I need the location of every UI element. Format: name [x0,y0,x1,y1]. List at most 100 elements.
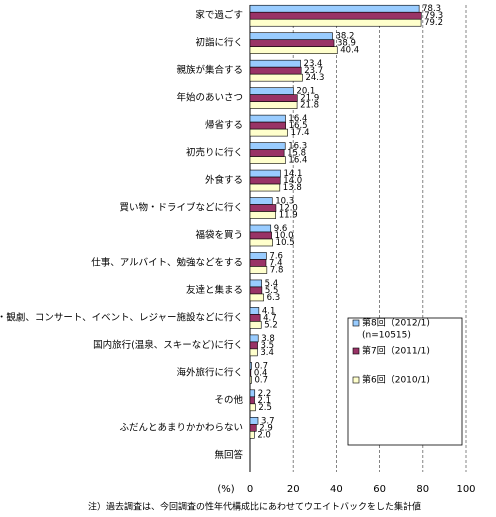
bar [249,307,260,315]
value-label: 7.6 [269,251,283,261]
legend-box [347,317,463,446]
value-label: 16.4 [288,156,307,166]
value-label: 2.5 [258,403,272,413]
bar [249,73,303,82]
bar [249,94,298,102]
value-label: 79.3 [424,11,443,21]
category-label: 帰省する [205,119,243,131]
bar [249,87,294,95]
bar [249,348,258,357]
value-label: 4.7 [263,313,277,323]
bar [249,142,286,150]
value-label: 5.5 [265,286,279,296]
value-label: 14.0 [283,176,302,186]
value-label: 16.5 [289,121,308,131]
value-label: 0.7 [255,375,269,385]
category-label: 初詣に行く [195,37,243,49]
legend-label: 第8回（2012/1) [362,317,430,329]
value-label: 2.0 [257,430,271,440]
bar [249,314,261,322]
value-label: 16.3 [288,142,307,152]
bar [249,114,286,123]
value-label: 21.8 [300,101,319,111]
category-label: 年始のあいさつ [176,92,243,104]
category-label: ふだんとあまりかかわらない [119,422,243,433]
value-label: 5.4 [265,279,279,289]
bar [249,396,255,405]
value-label: 3.8 [261,334,275,344]
value-label: 6.3 [267,293,281,303]
bar [249,423,257,432]
x-tick-label: 40 [330,484,343,495]
bar [249,238,273,247]
x-tick-label: 80 [416,484,429,495]
value-label: 5.2 [264,320,278,330]
value-label: 40.4 [340,46,359,56]
value-label: 78.3 [422,4,441,14]
value-label: 11.9 [279,211,298,221]
bar [249,18,422,27]
value-label: 2.2 [258,389,272,399]
value-label: 2.9 [259,423,273,433]
value-label: 16.4 [288,114,307,124]
x-axis-label: (%) [217,484,234,495]
value-label: 24.3 [305,73,324,83]
bar [249,416,259,425]
category-label: 映画・観劇、コンサート、イベント、レジャー施設などに行く [0,311,243,323]
category-label: その他 [214,394,243,406]
bar [249,403,256,412]
bar [249,121,286,130]
bar [249,369,252,377]
bar [249,293,264,302]
bar [249,169,281,178]
legend-label: 第7回（2011/1) [362,345,430,357]
value-label: 2.1 [258,396,272,406]
x-tick-label: 20 [287,484,300,495]
bar [249,176,281,185]
value-label: 79.2 [424,18,443,28]
value-label: 21.9 [300,94,319,104]
bar [249,389,256,398]
value-label: 23.4 [304,59,323,69]
legend-swatch [352,376,360,384]
bar [249,59,301,68]
bar [249,11,422,20]
category-label: 海外旅行に行く [176,366,243,378]
bar [249,341,258,350]
value-label: 12.0 [279,204,298,214]
footnote: 注）過去調査は、今回調査の性年代構成比にあわせてウエイトバックをした集計値 [88,501,421,513]
bar [249,183,281,192]
bar [249,46,338,55]
bar [249,197,273,205]
bar [249,39,335,48]
bar [249,334,259,343]
x-tick-label: 60 [373,484,386,495]
bar [249,211,277,219]
x-tick-label: 0 [247,484,253,495]
bar [249,266,268,274]
bar [249,128,288,137]
category-label: 無回答 [214,449,243,461]
category-label: 初売りに行く [186,147,243,159]
bar [249,362,252,370]
legend-swatch [352,319,360,327]
bar [249,224,272,233]
bar [249,321,262,329]
bar [249,279,262,288]
value-label: 15.8 [287,149,306,159]
bar [249,156,286,164]
bar [249,66,302,75]
bar [249,231,272,240]
category-label: 仕事、アルバイト、勉強などをする [91,256,243,268]
value-label: 20.1 [296,87,315,97]
category-label: 親族が集合する [176,64,243,76]
value-label: 7.8 [270,265,284,275]
bar [249,286,263,295]
value-label: 38.9 [337,39,356,49]
bar [249,149,285,157]
bar [249,4,420,13]
value-label: 10.5 [276,238,295,248]
value-label: 0.4 [254,368,268,378]
value-label: 10.3 [275,197,294,207]
